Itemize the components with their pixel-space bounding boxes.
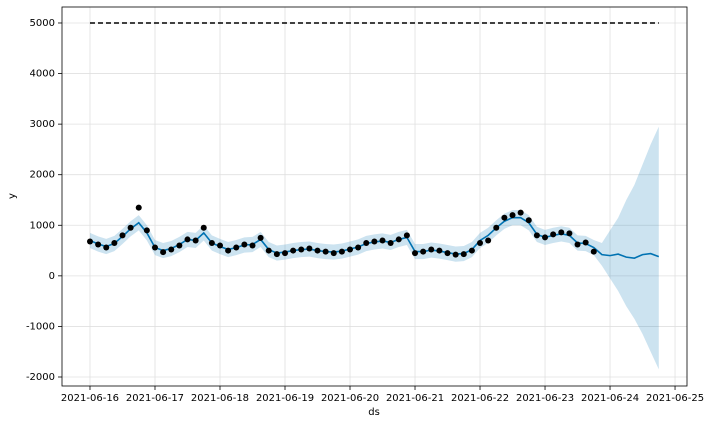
observed-point [168, 246, 175, 253]
observed-point [509, 212, 516, 219]
observed-point [200, 224, 207, 231]
y-tick-label: 1000 [30, 220, 55, 231]
x-tick-label: 2021-06-18 [191, 393, 249, 404]
observed-point [550, 231, 557, 238]
x-tick-label: 2021-06-22 [451, 393, 509, 404]
observed-point [298, 246, 305, 253]
observed-point [379, 237, 386, 244]
observed-point [444, 250, 451, 257]
observed-point [306, 245, 313, 252]
uncertainty-band [89, 126, 659, 370]
observed-point [485, 237, 492, 244]
observed-point [574, 241, 581, 248]
x-tick-label: 2021-06-19 [256, 393, 314, 404]
observed-point [241, 241, 248, 248]
observed-point [558, 229, 565, 236]
observed-point [103, 244, 110, 251]
plot-frame [61, 6, 688, 387]
x-tick-label: 2021-06-20 [321, 393, 379, 404]
y-tick-label: 4000 [30, 69, 55, 80]
observed-point [460, 251, 467, 258]
observed-point [395, 236, 402, 243]
x-tick-label: 2021-06-21 [386, 393, 444, 404]
observed-point [452, 251, 459, 258]
observed-point [403, 232, 410, 239]
observed-point [412, 250, 419, 257]
observed-point [371, 238, 378, 245]
y-tick-label: -2000 [26, 372, 55, 383]
x-tick-label: 2021-06-17 [126, 393, 184, 404]
observed-point [355, 244, 362, 251]
observed-point [151, 244, 158, 251]
observed-point [143, 227, 150, 234]
observed-point [363, 239, 370, 246]
observed-point [322, 248, 329, 255]
observed-point [387, 239, 394, 246]
observed-point [192, 237, 199, 244]
observed-point [176, 242, 183, 249]
observed-point [225, 247, 232, 254]
y-tick-label: 5000 [30, 18, 55, 29]
observed-point [160, 249, 167, 256]
y-tick-label: 0 [49, 271, 55, 282]
observed-point [314, 247, 321, 254]
y-tick-label: -1000 [26, 321, 55, 332]
x-tick-label: 2021-06-16 [61, 393, 119, 404]
observed-point [590, 248, 597, 255]
observed-point [208, 239, 215, 246]
observed-point [477, 239, 484, 246]
observed-point [436, 247, 443, 254]
observed-point [127, 224, 134, 231]
observed-point [347, 246, 354, 253]
observed-point [282, 250, 289, 257]
x-tick-label: 2021-06-24 [581, 393, 639, 404]
observed-point [330, 250, 337, 257]
observed-point [533, 232, 540, 239]
observed-point [582, 239, 589, 246]
observed-point [86, 238, 93, 245]
observed-point [525, 217, 532, 224]
observed-point [135, 204, 142, 211]
y-axis-label: y [7, 193, 18, 199]
observed-point [233, 244, 240, 251]
observed-point [111, 239, 118, 246]
observed-point [338, 248, 345, 255]
observed-point [517, 209, 524, 216]
observed-point [428, 246, 435, 253]
y-tick-label: 3000 [30, 119, 55, 130]
observed-point [501, 214, 508, 221]
observed-point [95, 241, 102, 248]
observed-point [184, 236, 191, 243]
observed-point [542, 234, 549, 241]
observed-point [257, 234, 264, 241]
observed-point [273, 251, 280, 258]
observed-point [216, 242, 223, 249]
observed-point [249, 242, 256, 249]
y-tick-label: 2000 [30, 170, 55, 181]
observed-point [566, 230, 573, 237]
x-tick-label: 2021-06-23 [516, 393, 574, 404]
observed-point [119, 232, 126, 239]
x-axis-label: ds [368, 407, 380, 418]
x-tick-label: 2021-06-25 [646, 393, 704, 404]
observed-point [265, 247, 272, 254]
observed-point [493, 224, 500, 231]
observed-point [420, 248, 427, 255]
observed-point [290, 247, 297, 254]
observed-point [468, 247, 475, 254]
